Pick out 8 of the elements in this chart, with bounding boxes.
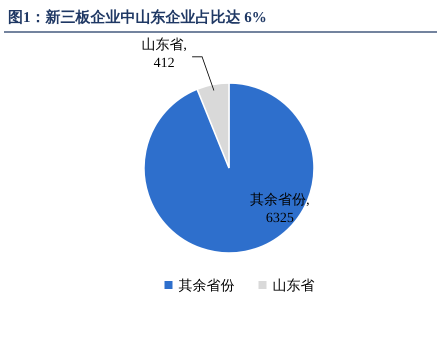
pie-slice xyxy=(143,82,315,254)
legend-label: 其余省份 xyxy=(178,278,234,294)
data-label: 山东省,412 xyxy=(141,36,187,71)
legend-item: 山东省 xyxy=(258,279,314,294)
legend-label: 山东省 xyxy=(272,278,314,294)
data-label: 其余省份,6325 xyxy=(250,192,310,226)
chart-title: 图1：新三板企业中山东企业占比达 6% xyxy=(8,8,267,26)
legend-item: 其余省份 xyxy=(164,279,234,294)
